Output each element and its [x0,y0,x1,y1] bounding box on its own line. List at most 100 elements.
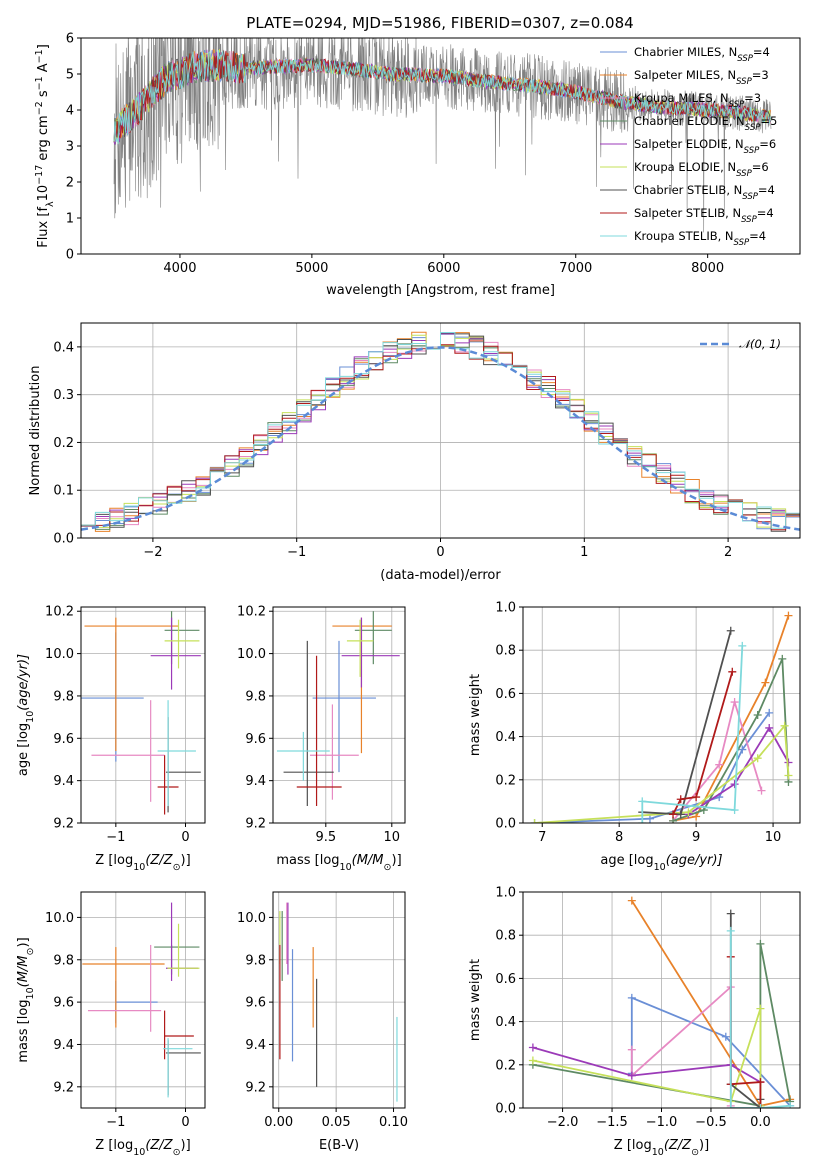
weight-line [672,698,763,822]
weight-marker [645,814,654,823]
y-tick-label: 0.6 [495,972,516,987]
x-tick-label: 0.0 [750,1115,771,1130]
x-tick-label: −1 [106,1115,125,1130]
y-tick-label: 4 [66,104,74,119]
legend-entry: Kroupa ELODIE, NSSP=6 [634,160,769,179]
weight-marker [728,667,737,676]
x-tick-label: −2.0 [547,1115,579,1130]
y-tick-label: 0.3 [53,388,74,403]
weight-marker [765,708,774,717]
weight-marker [784,771,793,780]
x-tick-label: −1.0 [646,1115,678,1130]
weight-marker [627,993,636,1002]
y-tick-label: 9.2 [53,1080,74,1095]
weight-line [532,1008,762,1106]
y-axis-label: Flux [fλ10−17 erg cm−2 s−1 A−1] [34,44,56,248]
x-tick-label: 0.10 [379,1115,408,1130]
weight-marker [715,760,724,769]
y-axis-label: age [log10(age/yr)] [16,654,36,776]
y-tick-label: 1.0 [495,601,516,616]
x-tick-label: 5000 [295,261,328,276]
x-tick-label: −1 [287,545,306,560]
x-axis-label: (data-model)/error [380,568,501,583]
y-axis-label: mass weight [468,674,483,756]
y-tick-label: 9.2 [245,817,266,832]
weight-marker [721,1032,730,1041]
y-tick-label: 2 [66,176,74,191]
x-tick-label: −2 [143,545,162,560]
weight-marker [669,810,678,819]
weight-marker [730,698,739,707]
weight-marker [627,1071,636,1080]
y-tick-label: 5 [66,68,74,83]
x-tick-label: 8 [615,830,623,845]
panel-weight-vs-Z: −2.0 −1.5 −1.0 −0.5 0.0 0.0 0.2 0.4 0.6 0.8 1.0 Z [… [468,886,801,1158]
y-tick-label: 9.2 [245,1080,266,1095]
plot-area [81,331,800,538]
gaussian-curve [81,346,800,531]
legend-entry: Chabrier STELIB, NSSP=4 [634,183,775,202]
y-tick-label: 9.4 [53,774,74,789]
legend-entry: Salpeter ELODIE, NSSP=6 [634,137,776,156]
figure-title: PLATE=0294, MJD=51986, FIBERID=0307, z=0… [246,14,633,32]
y-tick-label: 9.8 [245,689,266,704]
x-tick-label: −1.5 [596,1115,628,1130]
panel-spectrum: 4000 5000 6000 7000 8000 0 1 2 3 4 5 6 wavelength [A… [34,32,801,298]
weight-marker [726,626,735,635]
weight-marker [780,721,789,730]
y-tick-label: 10.0 [45,911,74,926]
plot-area [276,611,400,807]
x-axis-label: Z [log10(Z/Z⊙)] [614,1138,709,1158]
x-tick-label: 8000 [691,261,724,276]
y-tick-label: 0.2 [495,773,516,788]
weight-marker [756,939,765,948]
x-axis-label: Z [log10(Z/Z⊙)] [95,853,190,873]
y-tick-label: 1.0 [495,886,516,901]
y-tick-label: 3 [66,140,74,155]
legend: Chabrier MILES, NSSP=4 Salpeter MILES, NS… [600,45,777,248]
panel-mass-vs-EBV: 0.00 0.05 0.10 9.2 9.4 9.6 9.8 10.0 E(B-V) [237,891,408,1153]
y-tick-label: 9.6 [53,996,74,1011]
legend-entry: Chabrier MILES, NSSP=4 [634,45,770,64]
x-axis-label: age [log10(age/yr)] [600,853,722,873]
weight-line [630,996,791,1107]
y-tick-label: 0.2 [495,1058,516,1073]
y-tick-label: 0.4 [53,340,74,355]
weight-marker [726,926,735,935]
y-axis-label: Normed distribution [28,366,43,496]
x-tick-label: 0.05 [322,1115,351,1130]
y-tick-label: 9.4 [245,774,266,789]
weight-marker [676,810,685,819]
y-tick-label: 10.0 [237,911,266,926]
x-axis-label: Z [log10(Z/Z⊙)] [95,1138,190,1158]
x-tick-label: 0.00 [264,1115,293,1130]
x-tick-label: 4000 [163,261,196,276]
axes-frame [272,606,406,824]
y-tick-label: 0.2 [53,436,74,451]
x-tick-label: 7000 [559,261,592,276]
weight-marker [627,1045,636,1054]
y-tick-label: 9.2 [53,817,74,832]
panel-mass-vs-Z: −1 0 9.2 9.4 9.6 9.8 10.0 Z [log10(Z/Z⊙)] mass [… [16,891,206,1158]
y-tick-label: 6 [66,32,74,47]
y-tick-label: 0.0 [495,817,516,832]
x-tick-label: 6000 [427,261,460,276]
weight-line [672,615,790,822]
weight-marker [528,1043,537,1052]
weight-marker [738,745,747,754]
plot-area [81,611,201,815]
y-tick-label: 9.6 [245,732,266,747]
y-tick-label: 0.0 [53,532,74,547]
x-tick-label: 9.5 [315,830,336,845]
y-tick-label: 0.8 [495,644,516,659]
weight-marker [726,909,735,918]
plot-area [279,902,398,1102]
weight-marker [676,795,685,804]
x-tick-label: −0.5 [695,1115,727,1130]
weight-marker [756,1104,765,1108]
panel-weight-vs-age: 7 8 9 10 0.0 0.2 0.4 0.6 0.8 1.0 age [log10(age/yr… [468,601,801,873]
y-tick-label: 9.4 [245,1038,266,1053]
legend-entry: Kroupa MILES, NSSP=3 [634,91,761,110]
panel-age-vs-Z: −1 0 9.2 9.4 9.6 9.8 10.0 10.2 Z [log10(Z/Z⊙)] ag… [16,605,206,873]
